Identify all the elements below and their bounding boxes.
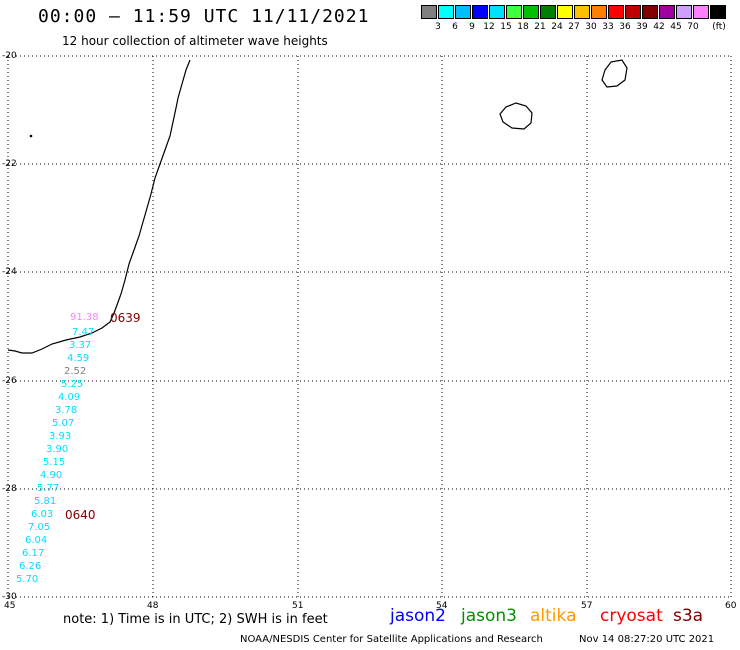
- legend-label: 33: [602, 22, 614, 32]
- wave-height-value: 3.37: [69, 340, 92, 351]
- legend-swatch: [659, 5, 675, 19]
- legend-swatch: [438, 5, 454, 19]
- wave-height-value: 4.09: [58, 392, 81, 403]
- legend-swatch: [506, 5, 522, 19]
- wave-height-value: 3.78: [55, 405, 78, 416]
- lat-label: -28: [2, 484, 17, 494]
- legend-label: 45: [670, 22, 682, 32]
- wave-height-value: 6.04: [25, 535, 48, 546]
- lat-label: -20: [2, 51, 17, 61]
- wave-height-value: 5.81: [34, 496, 57, 507]
- wave-height-value: 5.25: [61, 379, 84, 390]
- wave-height-value: 3.90: [46, 444, 69, 455]
- legend-swatch: [540, 5, 556, 19]
- lon-label: 51: [292, 601, 304, 611]
- chart-subtitle: 12 hour collection of altimeter wave hei…: [62, 34, 328, 48]
- legend-label: 21: [534, 22, 546, 32]
- legend-swatch: [523, 5, 539, 19]
- legend-label: 70: [687, 22, 699, 32]
- pass-time-label: 0640: [65, 508, 96, 522]
- satellite-label-jason3: jason3: [461, 606, 517, 626]
- wave-height-value: 5.70: [16, 574, 39, 585]
- lat-label: -26: [2, 376, 17, 386]
- legend-swatch: [574, 5, 590, 19]
- legend-swatch: [557, 5, 573, 19]
- legend-swatch: [608, 5, 624, 19]
- wave-height-value: 2.52: [64, 366, 87, 377]
- satellite-label-cryosat: cryosat: [600, 606, 663, 626]
- satellite-label-s3a: s3a: [673, 606, 704, 626]
- legend-swatch: [421, 5, 437, 19]
- legend-unit: (ft): [712, 22, 726, 32]
- legend-label: 39: [636, 22, 648, 32]
- legend-label: 12: [483, 22, 495, 32]
- madagascar-coastline: [7, 59, 191, 354]
- legend-swatch: [489, 5, 505, 19]
- lon-label: 54: [436, 601, 448, 611]
- wave-height-value: 5.07: [52, 418, 75, 429]
- legend-label: 24: [551, 22, 563, 32]
- legend-label: 3: [435, 22, 441, 32]
- legend-label: 27: [568, 22, 580, 32]
- wave-height-value: 5.15: [43, 457, 66, 468]
- lon-label: 60: [725, 601, 737, 611]
- satellite-label-altika: altika: [530, 606, 577, 626]
- legend-swatch: [591, 5, 607, 19]
- legend-label: 42: [653, 22, 665, 32]
- legend-swatch: [625, 5, 641, 19]
- legend-label: 36: [619, 22, 631, 32]
- legend-swatch: [455, 5, 471, 19]
- legend-swatch: [642, 5, 658, 19]
- lon-label: 45: [4, 601, 16, 611]
- legend-swatch: [676, 5, 692, 19]
- small-island: [29, 134, 33, 138]
- wave-height-value: 7.47: [72, 327, 95, 338]
- generated-timestamp: Nov 14 08:27:20 UTC 2021: [579, 634, 715, 645]
- wave-height-value: 6.03: [31, 509, 54, 520]
- lon-label: 48: [147, 601, 159, 611]
- wave-height-value: 6.17: [22, 548, 45, 559]
- wave-height-value: 3.93: [49, 431, 72, 442]
- legend-swatch: [472, 5, 488, 19]
- lat-label: -24: [2, 267, 17, 277]
- chart-title: 00:00 – 11:59 UTC 11/11/2021: [38, 6, 370, 27]
- wave-height-value: 6.26: [19, 561, 42, 572]
- legend-label: 18: [517, 22, 529, 32]
- reunion-island: [499, 102, 533, 130]
- legend-swatch: [693, 5, 709, 19]
- footnote: note: 1) Time is in UTC; 2) SWH is in fe…: [63, 612, 328, 627]
- legend-label: 15: [500, 22, 512, 32]
- lat-label: -22: [2, 159, 17, 169]
- lat-label: -30: [2, 592, 17, 602]
- legend-label: 6: [452, 22, 458, 32]
- lon-label: 57: [581, 601, 593, 611]
- legend-swatch: [710, 5, 726, 19]
- wave-height-value: 91.38: [70, 312, 99, 323]
- legend-label: 30: [585, 22, 597, 32]
- wave-height-value: 5.77: [37, 483, 60, 494]
- satellite-label-jason2: jason2: [390, 606, 446, 626]
- legend-label: 9: [469, 22, 475, 32]
- pass-time-label: 0639: [110, 311, 141, 325]
- wave-height-value: 7.05: [28, 522, 51, 533]
- wave-height-value: 4.59: [67, 353, 90, 364]
- credit-text: NOAA/NESDIS Center for Satellite Applica…: [240, 634, 543, 645]
- wave-height-value: 4.90: [40, 470, 63, 481]
- mauritius-island: [601, 59, 628, 88]
